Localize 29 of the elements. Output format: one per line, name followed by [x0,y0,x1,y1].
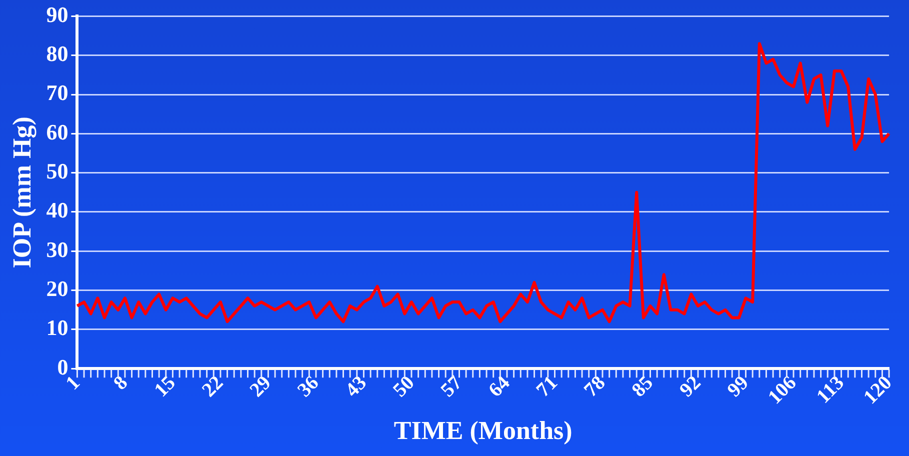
x-tick-label: 78 [580,372,610,402]
x-tick-label: 29 [246,372,276,402]
x-tick-label: 113 [812,372,848,408]
y-tick-label: 20 [46,276,68,301]
x-tick-label: 99 [723,372,753,402]
x-tick-label: 15 [150,372,180,402]
y-tick-label: 40 [46,198,68,223]
y-tick-label: 80 [46,41,68,66]
y-tick-label: 10 [46,315,68,340]
x-tick-label: 8 [110,372,132,394]
y-axis-title: IOP (mm Hg) [7,116,36,268]
x-tick-label: 57 [436,372,466,402]
x-tick-label: 120 [859,372,896,409]
x-axis-title: TIME (Months) [394,416,572,446]
y-tick-label: 50 [46,158,68,184]
x-tick-label: 22 [198,372,228,402]
x-tick-label: 106 [764,372,801,409]
y-tick-label: 90 [46,2,68,27]
x-tick-label: 85 [628,372,658,402]
y-tick-label: 0 [57,354,68,380]
x-tick-label: 71 [532,372,562,402]
x-tick-label: 50 [388,372,419,402]
x-tick-label: 92 [676,372,706,402]
y-tick-label: 70 [46,80,68,106]
x-tick-label: 64 [484,372,514,402]
x-tick-label: 43 [341,372,371,402]
y-tick-label: 30 [46,236,68,262]
y-tick-label: 60 [46,119,68,144]
x-tick-label: 36 [293,372,324,402]
